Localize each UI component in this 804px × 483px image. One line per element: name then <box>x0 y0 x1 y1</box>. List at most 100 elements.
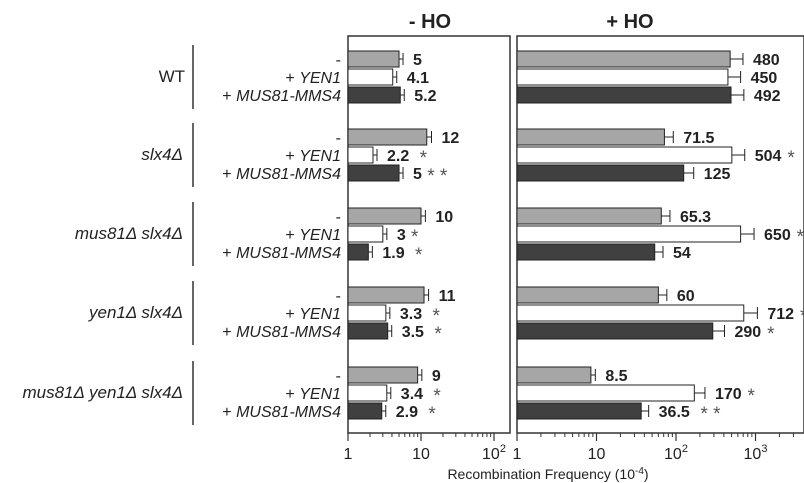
bar <box>516 225 742 243</box>
condition-label: - <box>336 130 341 147</box>
x-tick-label: 102 <box>482 443 506 463</box>
significance-marker: * <box>748 386 756 407</box>
significance-marker: * * <box>427 166 448 187</box>
significance-marker: * <box>433 386 441 407</box>
condition-label: + MUS81-MMS4 <box>222 404 341 421</box>
data-label: 125 <box>704 166 731 183</box>
bar <box>516 128 665 146</box>
bar <box>347 146 374 164</box>
data-label: 71.5 <box>683 130 714 147</box>
significance-marker: * <box>800 306 804 327</box>
bar <box>347 304 387 322</box>
bar <box>347 86 401 104</box>
data-label: 54 <box>673 245 691 262</box>
significance-marker: * * <box>700 404 721 425</box>
significance-marker: * <box>787 148 795 169</box>
bar <box>516 304 745 322</box>
bar <box>516 402 642 420</box>
data-label: 8.5 <box>605 368 627 385</box>
bar <box>516 68 729 86</box>
bar <box>347 207 422 225</box>
data-label: 290 <box>735 324 762 341</box>
condition-label: + YEN1 <box>285 148 341 165</box>
data-label: 9 <box>432 368 441 385</box>
data-label: 450 <box>751 70 778 87</box>
condition-label: + YEN1 <box>285 227 341 244</box>
significance-marker: * <box>415 245 423 266</box>
bar <box>516 50 731 68</box>
significance-marker: * <box>432 306 440 327</box>
data-label: 3.5 <box>402 324 424 341</box>
data-label: 650 <box>764 227 791 244</box>
data-label: 5.2 <box>414 88 436 105</box>
group-label: yen1Δ slx4Δ <box>88 303 183 322</box>
data-label: 11 <box>439 288 456 305</box>
bar <box>516 366 592 384</box>
x-tick-label: 1 <box>513 446 522 463</box>
condition-label: + MUS81-MMS4 <box>222 166 341 183</box>
condition-label: + YEN1 <box>285 70 341 87</box>
x-tick-label: 10 <box>588 446 606 463</box>
x-tick-label: 10 <box>412 446 430 463</box>
condition-label: - <box>336 52 341 69</box>
condition-label: - <box>336 288 341 305</box>
bar <box>347 225 384 243</box>
data-label: 2.9 <box>396 404 418 421</box>
data-label: 3.3 <box>400 306 422 323</box>
bar <box>347 322 389 340</box>
bar <box>347 366 419 384</box>
bar <box>516 207 662 225</box>
x-tick-label: 1 <box>344 446 353 463</box>
data-label: 480 <box>753 52 780 69</box>
bar <box>347 402 383 420</box>
bar <box>516 86 732 104</box>
bar <box>347 384 388 402</box>
data-label: 60 <box>677 288 695 305</box>
data-label: 5 <box>413 52 422 69</box>
data-label: 3 <box>397 227 406 244</box>
bar <box>516 286 659 304</box>
condition-label: + MUS81-MMS4 <box>222 88 341 105</box>
panel-title: + HO <box>606 11 653 33</box>
panel-title: - HO <box>409 11 451 33</box>
data-label: 65.3 <box>680 209 711 226</box>
data-label: 10 <box>435 209 453 226</box>
significance-marker: * <box>767 324 775 345</box>
bar <box>516 146 733 164</box>
condition-label: - <box>336 209 341 226</box>
data-label: 504 <box>755 148 782 165</box>
condition-label: + YEN1 <box>285 306 341 323</box>
bar <box>347 243 369 261</box>
data-label: 492 <box>754 88 781 105</box>
data-label: 4.1 <box>407 70 429 87</box>
significance-marker: * <box>420 148 428 169</box>
condition-label: + MUS81-MMS4 <box>222 324 341 341</box>
data-label: 712 <box>767 306 794 323</box>
significance-marker: * <box>797 227 804 248</box>
bar <box>347 164 400 182</box>
bar <box>347 68 394 86</box>
bar <box>347 128 428 146</box>
significance-marker: * <box>411 227 419 248</box>
data-label: 170 <box>715 386 742 403</box>
data-label: 1.9 <box>382 245 404 262</box>
bar <box>516 322 714 340</box>
bar <box>516 384 695 402</box>
significance-marker: * <box>434 324 442 345</box>
group-label: slx4Δ <box>141 145 183 164</box>
x-axis-label: Recombination Frequency (10-4) <box>447 466 648 482</box>
condition-label: + MUS81-MMS4 <box>222 245 341 262</box>
bar <box>347 50 400 68</box>
bar <box>516 164 685 182</box>
data-label: 12 <box>442 130 460 147</box>
group-label: mus81Δ yen1Δ slx4Δ <box>22 383 183 402</box>
condition-label: - <box>336 368 341 385</box>
data-label: 2.2 <box>387 148 409 165</box>
x-tick-label: 102 <box>664 443 688 463</box>
condition-label: + YEN1 <box>285 386 341 403</box>
